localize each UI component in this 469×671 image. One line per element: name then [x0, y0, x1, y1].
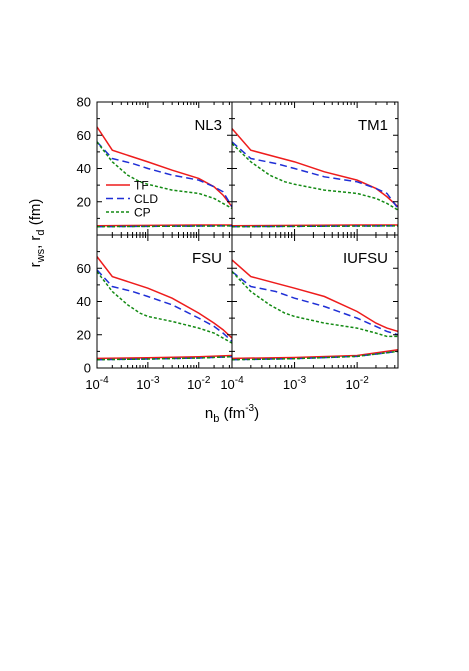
y-axis-title: rws, rd (fm) — [27, 199, 47, 268]
x-tick-label: 10-3 — [136, 375, 160, 392]
y-tick-label: 60 — [77, 261, 91, 276]
y-tick-label: 60 — [77, 128, 91, 143]
series-cld-rws — [232, 141, 398, 209]
series-cp-rd — [232, 350, 398, 361]
series-tf-rws — [97, 256, 232, 339]
x-tick-label: 10-2 — [187, 375, 211, 392]
panel-label: TM1 — [358, 117, 388, 134]
panel-label: NL3 — [194, 117, 222, 134]
legend-label-cld: CLD — [134, 192, 158, 206]
panels-group: NL3 TM1 FSU IUFSU — [96, 101, 399, 369]
series-cp-rws — [97, 271, 232, 344]
series-cld-rws — [232, 270, 398, 336]
series-tf-rws — [232, 128, 398, 208]
y-tick-labels: 20 40 60 80 0 20 40 60 — [77, 95, 91, 376]
series-tf-rws — [232, 259, 398, 333]
ticks — [231, 234, 398, 369]
series-cp-rws — [232, 143, 398, 211]
y-tick-label: 40 — [77, 294, 91, 309]
series-tf-rd — [232, 348, 398, 360]
series-cp-rd — [97, 355, 232, 361]
series-group — [97, 126, 232, 228]
panel-label: FSU — [192, 250, 222, 267]
y-tick-label: 80 — [77, 95, 91, 110]
panel-iufsu: IUFSU — [231, 234, 399, 369]
series-tf-rws — [97, 126, 232, 208]
x-tick-label: 10-4 — [220, 375, 244, 392]
x-axis-title: nb (fm-3) — [205, 403, 259, 425]
y-tick-label: 0 — [84, 361, 91, 376]
x-tick-label: 10-4 — [85, 375, 109, 392]
series-cld-rws — [97, 141, 232, 208]
legend-label-cp: CP — [134, 206, 151, 220]
panel-tm1: TM1 — [231, 101, 399, 236]
x-tick-labels: 10-4 10-3 10-2 10-4 10-3 10-2 — [85, 375, 369, 392]
x-tick-label: 10-2 — [345, 375, 369, 392]
series-cp-rws — [232, 271, 398, 338]
series-group — [232, 128, 398, 228]
y-tick-label: 40 — [77, 161, 91, 176]
series-tf-rd — [97, 354, 232, 360]
y-tick-label: 20 — [77, 327, 91, 342]
ticks — [96, 234, 232, 369]
series-cp-rd — [97, 225, 232, 228]
series-tf-rd — [97, 224, 232, 227]
series-cp-rd — [232, 225, 398, 228]
series-tf-rd — [232, 224, 398, 227]
series-group — [232, 259, 398, 361]
panel-label: IUFSU — [343, 250, 388, 267]
series-cp-rws — [97, 141, 232, 210]
series-group — [97, 256, 232, 361]
y-tick-label: 20 — [77, 194, 91, 209]
legend-label-tf: TF — [134, 179, 149, 193]
x-tick-label: 10-3 — [283, 375, 307, 392]
